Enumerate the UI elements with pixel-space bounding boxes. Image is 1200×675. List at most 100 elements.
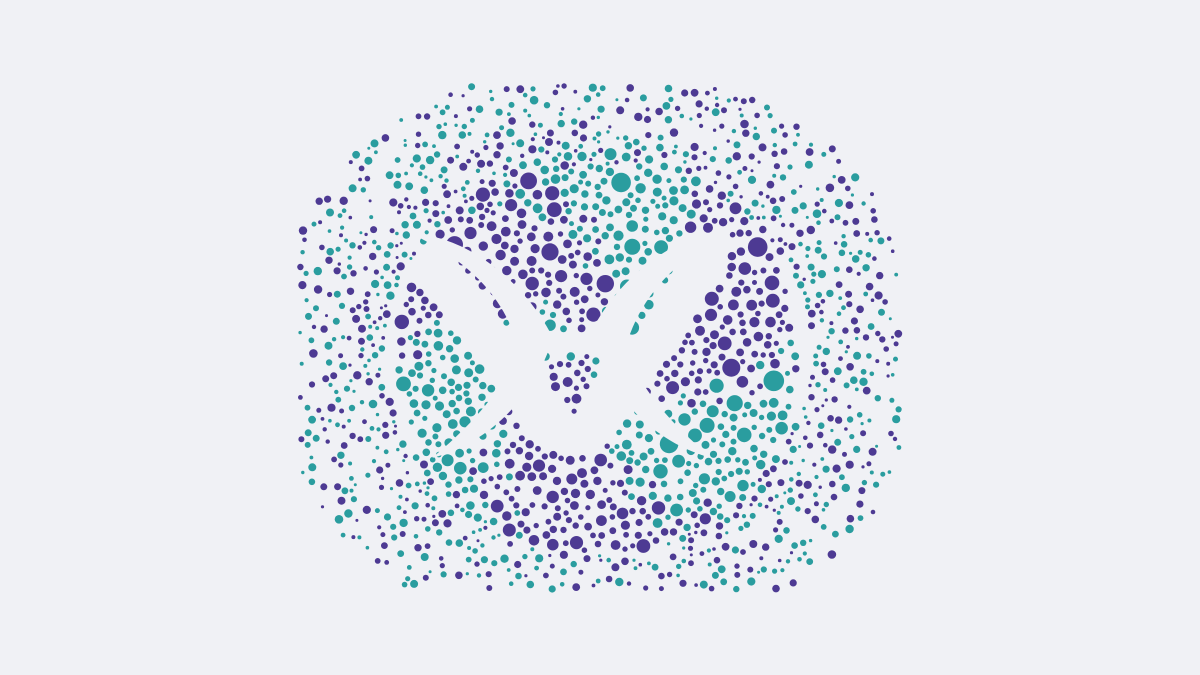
pattern-dot bbox=[502, 215, 509, 222]
pattern-dot bbox=[809, 143, 813, 147]
pattern-dot bbox=[681, 177, 687, 183]
pattern-dot bbox=[413, 386, 419, 392]
pattern-dot bbox=[826, 290, 833, 297]
pattern-dot bbox=[888, 470, 892, 474]
pattern-dot bbox=[766, 294, 780, 308]
pattern-dot bbox=[454, 144, 460, 150]
pattern-dot bbox=[358, 338, 365, 345]
pattern-dot bbox=[543, 300, 548, 305]
pattern-dot bbox=[461, 186, 466, 191]
pattern-dot bbox=[697, 506, 703, 512]
pattern-dot bbox=[444, 178, 448, 182]
pattern-dot bbox=[725, 491, 736, 502]
pattern-dot bbox=[476, 105, 484, 113]
pattern-dot bbox=[726, 199, 730, 203]
pattern-dot bbox=[366, 378, 373, 385]
pattern-dot bbox=[371, 343, 375, 347]
pattern-dot bbox=[566, 362, 572, 368]
pattern-dot bbox=[810, 279, 815, 284]
pattern-dot bbox=[425, 503, 430, 508]
pattern-dot bbox=[875, 445, 878, 448]
pattern-dot bbox=[397, 550, 404, 557]
pattern-dot bbox=[520, 173, 537, 190]
pattern-dot bbox=[634, 149, 641, 156]
pattern-dot bbox=[573, 90, 577, 94]
pattern-dot bbox=[789, 223, 794, 228]
pattern-dot bbox=[550, 526, 557, 533]
pattern-dot bbox=[594, 454, 607, 467]
pattern-dot bbox=[814, 501, 819, 506]
pattern-dot bbox=[606, 130, 609, 133]
pattern-dot bbox=[710, 156, 716, 162]
pattern-dot bbox=[434, 221, 440, 227]
pattern-dot bbox=[752, 425, 757, 430]
pattern-dot bbox=[495, 484, 501, 490]
pattern-dot bbox=[649, 492, 657, 500]
pattern-dot bbox=[781, 223, 785, 227]
pattern-dot bbox=[814, 475, 818, 479]
pattern-dot bbox=[699, 473, 710, 484]
pattern-dot bbox=[506, 129, 514, 137]
pattern-dot bbox=[615, 206, 623, 214]
pattern-dot bbox=[550, 373, 558, 381]
pattern-dot bbox=[835, 199, 843, 207]
pattern-dot bbox=[413, 206, 417, 210]
pattern-dot bbox=[374, 150, 378, 154]
pattern-dot bbox=[577, 240, 582, 245]
pattern-dot bbox=[350, 307, 356, 313]
pattern-dot bbox=[408, 296, 414, 302]
pattern-dot bbox=[423, 575, 429, 581]
pattern-dot bbox=[390, 487, 393, 490]
pattern-dot bbox=[465, 180, 470, 185]
pattern-dot bbox=[765, 317, 776, 328]
pattern-dot bbox=[841, 241, 848, 248]
pattern-dot bbox=[695, 376, 702, 383]
pattern-dot bbox=[858, 250, 863, 255]
pattern-dot bbox=[751, 482, 756, 487]
pattern-dot bbox=[636, 478, 645, 487]
pattern-dot bbox=[579, 215, 587, 223]
pattern-dot bbox=[466, 501, 475, 510]
pattern-dot bbox=[847, 405, 851, 409]
pattern-dot bbox=[718, 192, 726, 200]
pattern-dot bbox=[321, 417, 325, 421]
pattern-dot bbox=[628, 192, 634, 198]
pattern-dot bbox=[694, 463, 699, 468]
pattern-dot bbox=[418, 171, 423, 176]
pattern-dot bbox=[763, 470, 770, 477]
pattern-dot bbox=[634, 566, 638, 570]
pattern-dot bbox=[462, 124, 467, 129]
pattern-dot bbox=[506, 157, 512, 163]
pattern-dot bbox=[829, 481, 836, 488]
pattern-dot bbox=[425, 360, 431, 366]
pattern-dot bbox=[463, 382, 470, 389]
pattern-dot bbox=[791, 352, 799, 360]
pattern-dot bbox=[492, 449, 501, 458]
pattern-dot bbox=[798, 445, 801, 448]
pattern-dot bbox=[434, 105, 438, 109]
pattern-dot bbox=[455, 572, 463, 580]
pattern-dot bbox=[773, 527, 778, 532]
pattern-dot bbox=[737, 170, 742, 175]
pattern-dot bbox=[417, 318, 423, 324]
pattern-dot bbox=[577, 152, 586, 161]
pattern-dot bbox=[505, 448, 511, 454]
pattern-dot bbox=[455, 476, 462, 483]
pattern-dot bbox=[402, 582, 408, 588]
pattern-dot bbox=[553, 166, 559, 172]
pattern-dot bbox=[815, 303, 821, 309]
pattern-dot bbox=[465, 398, 472, 405]
pattern-dot bbox=[893, 437, 897, 441]
pattern-dot bbox=[772, 569, 777, 574]
pattern-dot bbox=[408, 335, 413, 340]
pattern-dot bbox=[778, 559, 782, 563]
pattern-dot bbox=[747, 567, 753, 573]
pattern-dot bbox=[432, 515, 435, 518]
pattern-dot bbox=[463, 194, 467, 198]
pattern-dot bbox=[483, 526, 487, 530]
pattern-dot bbox=[715, 97, 718, 100]
pattern-dot bbox=[298, 436, 304, 442]
pattern-dot bbox=[595, 238, 601, 244]
pattern-dot bbox=[764, 341, 772, 349]
